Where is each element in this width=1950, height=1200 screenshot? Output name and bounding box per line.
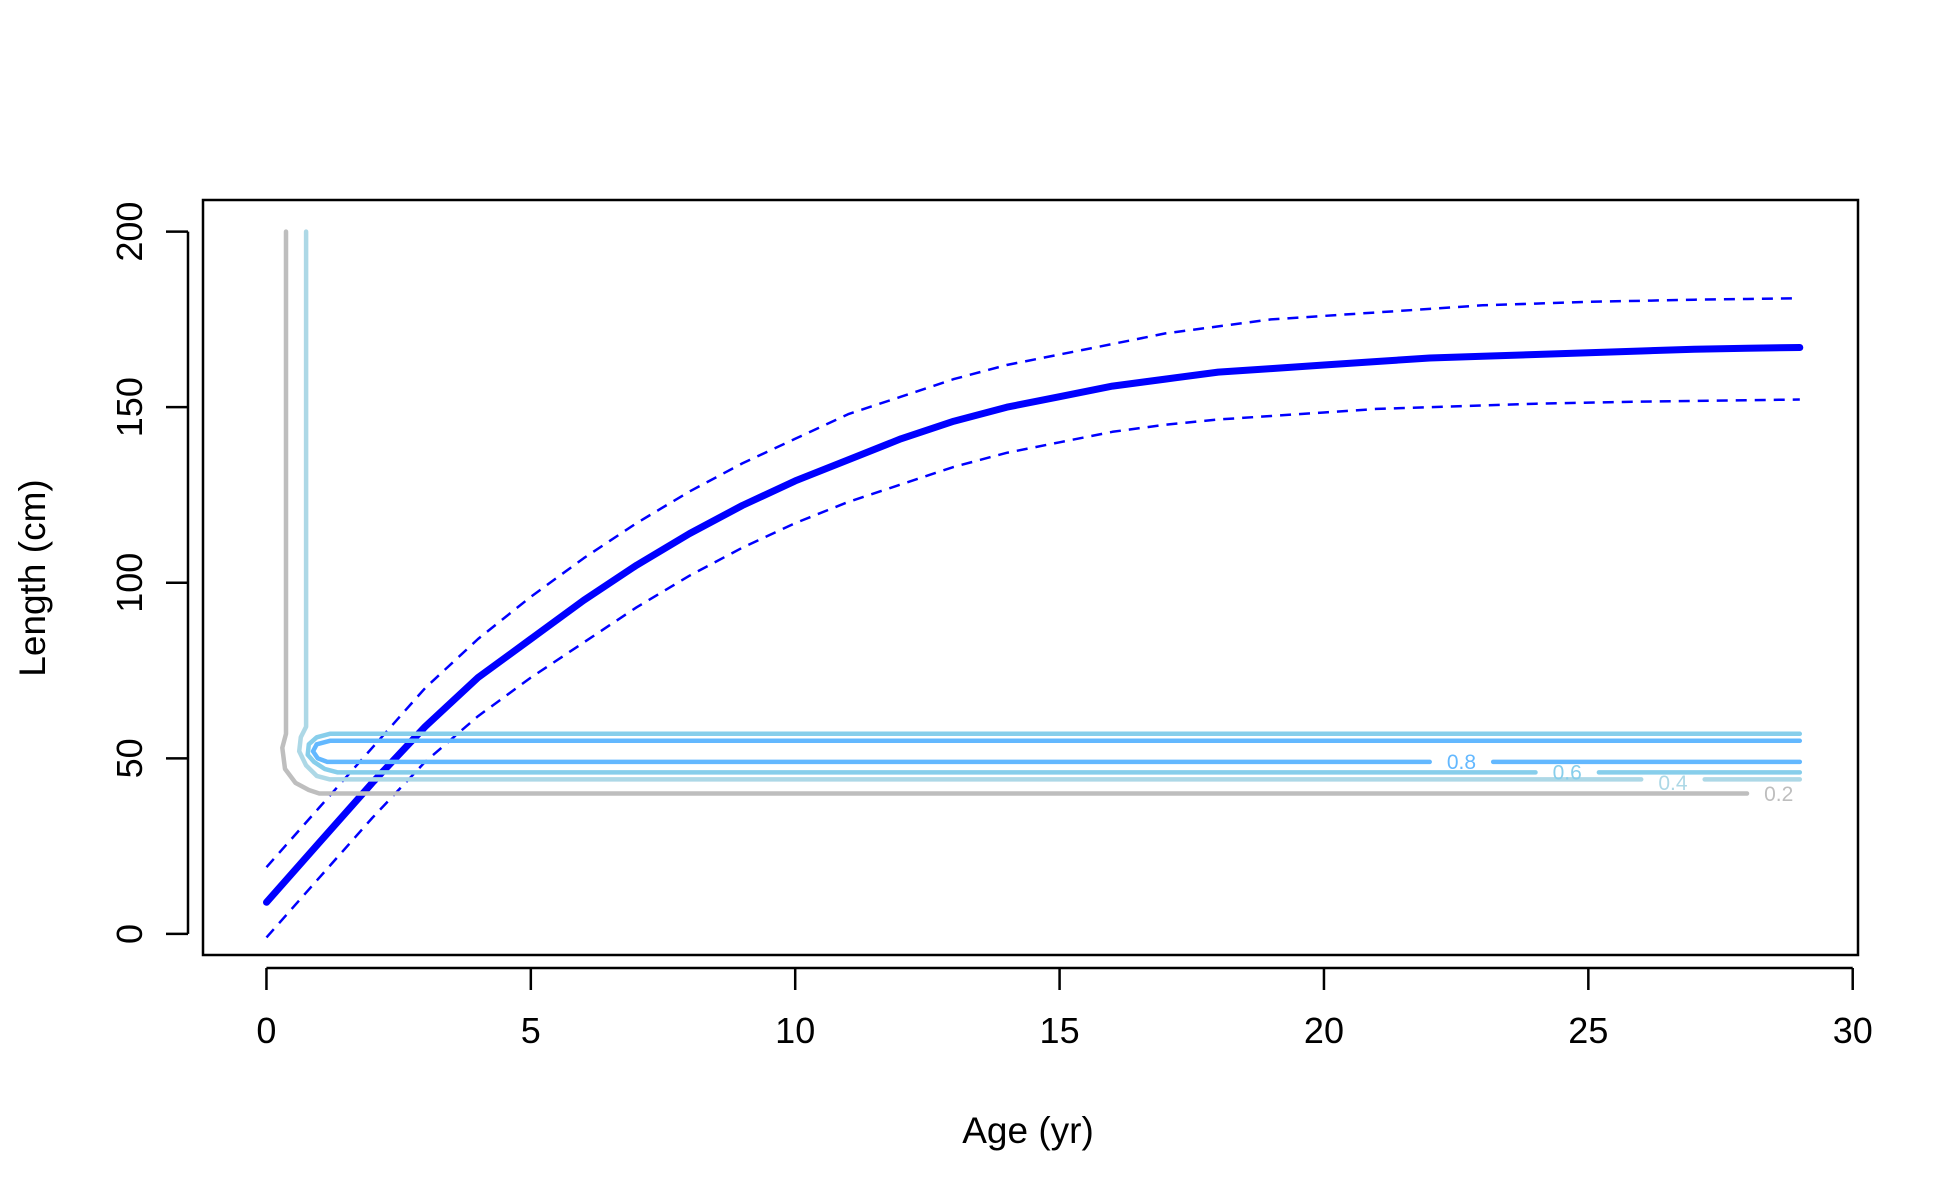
x-tick-label-0: 0 — [256, 1010, 276, 1051]
x-tick-label-2: 10 — [775, 1010, 815, 1051]
annotation-layer: 0.8 0.6 0.4 0.2 — [1447, 751, 1793, 806]
y-tick-label-1: 50 — [109, 738, 150, 778]
x-tick-label-5: 25 — [1568, 1010, 1608, 1051]
y-tick-label-2: 100 — [109, 553, 150, 613]
series-line-1 — [265, 297, 1800, 869]
series-line-6 — [310, 738, 1803, 765]
contour-label-1: 0.6 — [1553, 762, 1582, 785]
x-axis: 0 5 10 15 20 25 30 — [256, 966, 1873, 1051]
x-tick-label-4: 20 — [1304, 1010, 1344, 1051]
series-line-5 — [305, 731, 1803, 775]
series-line-3 — [280, 229, 1750, 796]
x-tick-label-3: 15 — [1040, 1010, 1080, 1051]
y-axis-title: Length (cm) — [12, 479, 53, 676]
y-tick-label-3: 150 — [109, 377, 150, 437]
plot-frame — [201, 198, 1860, 957]
x-tick-label-6: 30 — [1833, 1010, 1873, 1051]
contour-label-0: 0.8 — [1447, 751, 1476, 774]
contour-label-3: 0.2 — [1764, 783, 1793, 806]
y-axis: 0 50 100 150 200 — [109, 202, 190, 944]
y-tick-label-0: 0 — [109, 924, 150, 944]
contour-label-2: 0.4 — [1658, 772, 1688, 795]
x-tick-label-1: 5 — [521, 1010, 541, 1051]
y-tick-label-4: 200 — [109, 202, 150, 262]
series-line-4 — [296, 229, 1644, 782]
series-line-2 — [265, 398, 1800, 939]
series-layer — [263, 229, 1804, 939]
x-axis-title: Age (yr) — [962, 1110, 1094, 1151]
series-line-0 — [263, 344, 1804, 906]
